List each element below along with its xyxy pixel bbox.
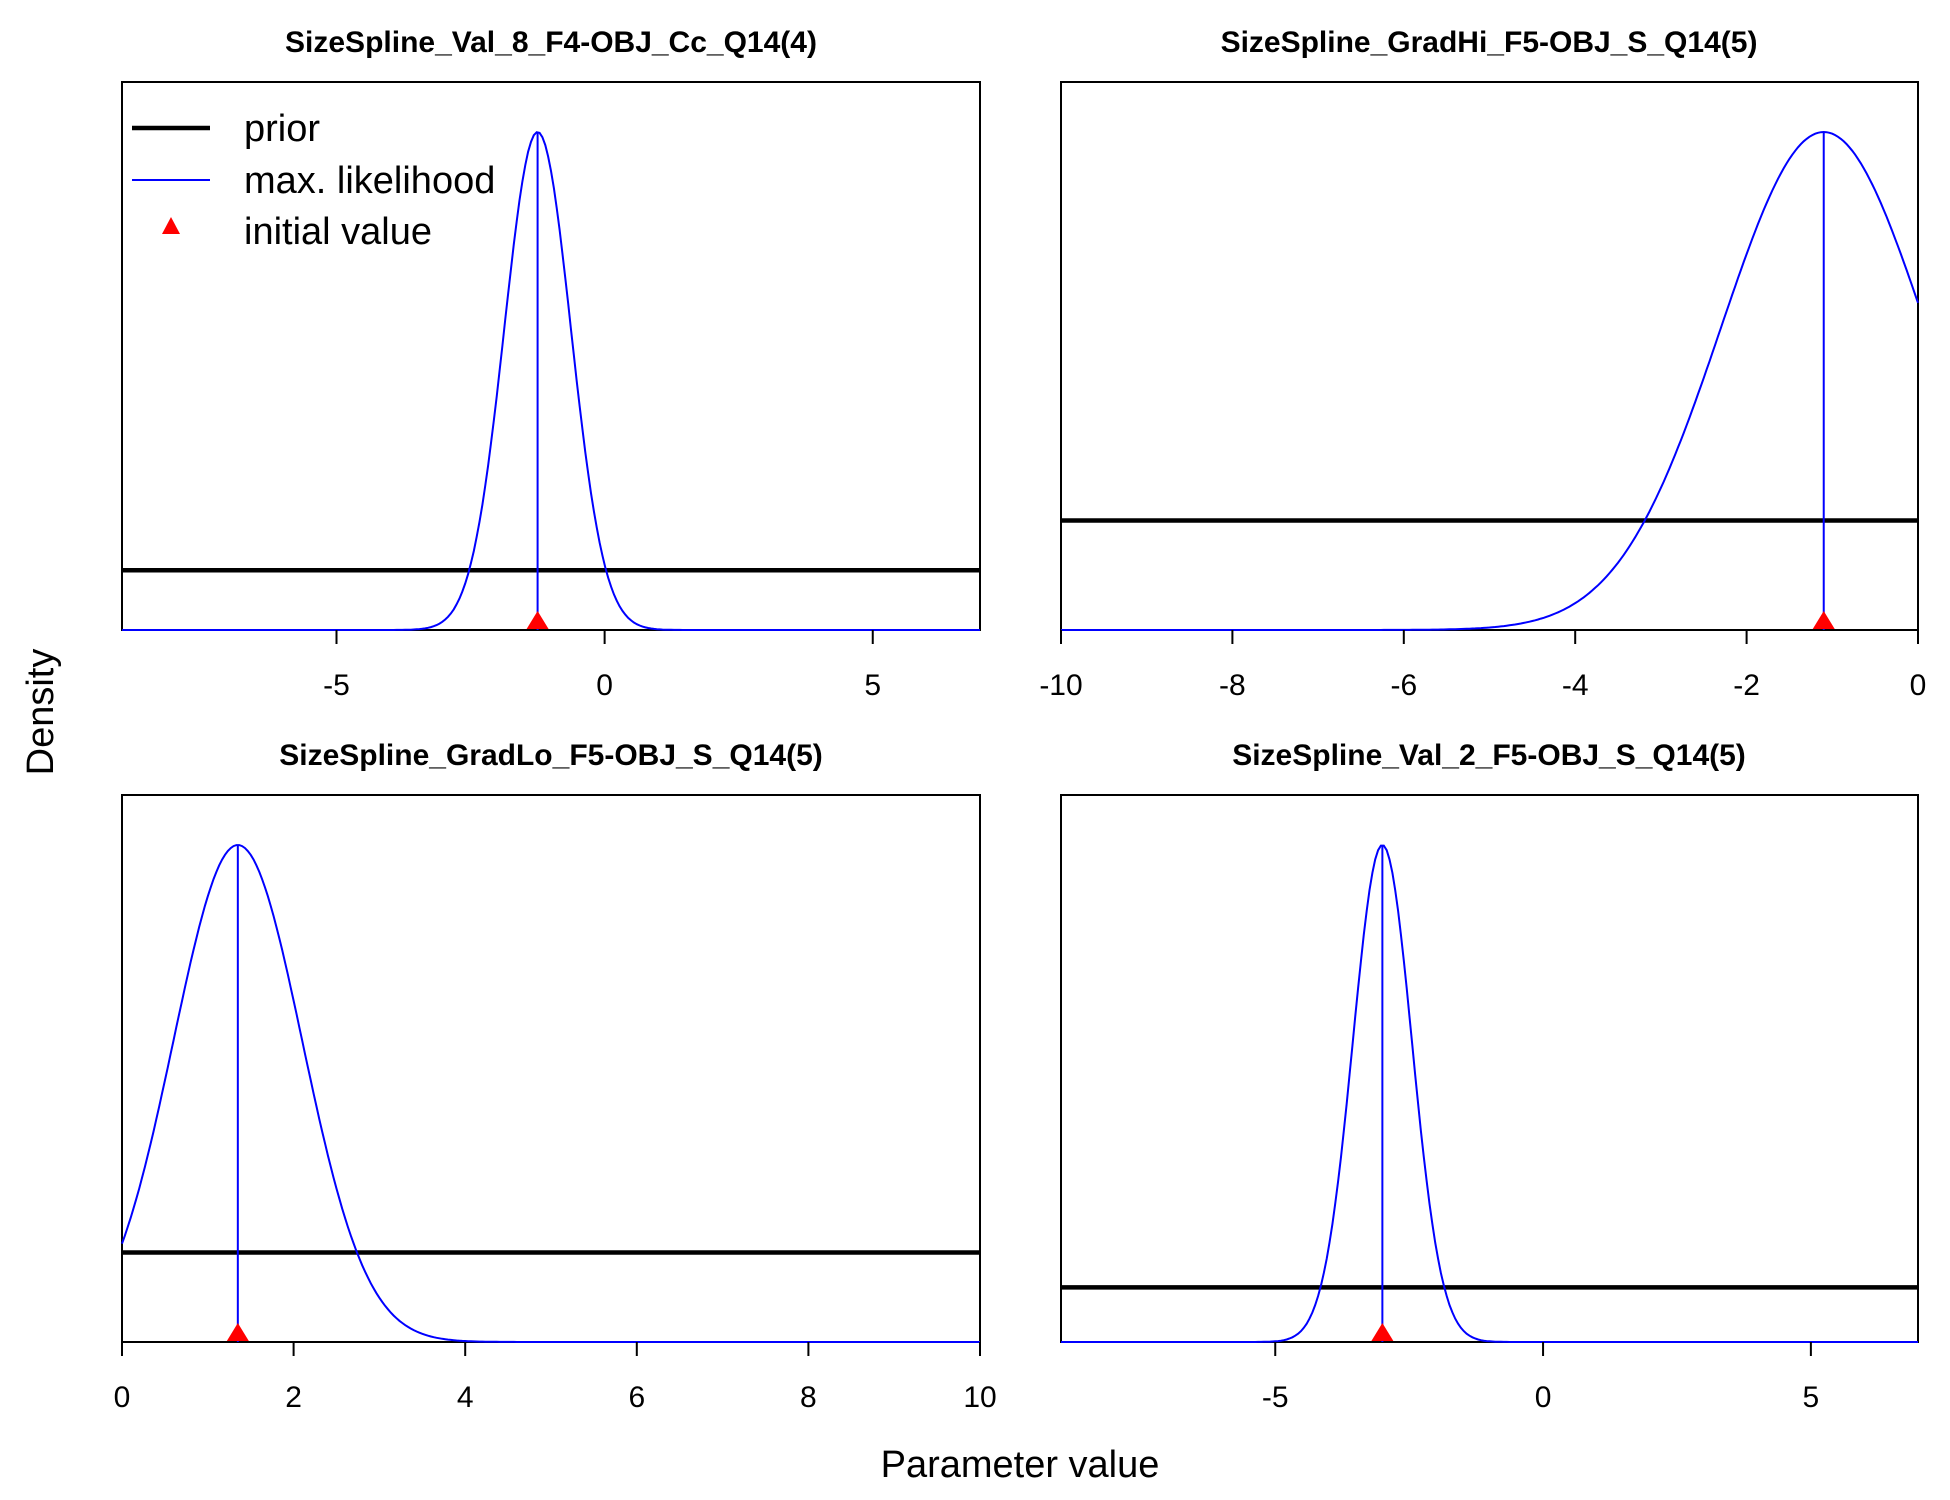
panel-4-tick-label-2: 5 [1803,1381,1820,1414]
panel-4-tick-label-1: 0 [1535,1381,1552,1414]
y-axis-label: Density [20,649,62,776]
panel-3-tick-label-4: 8 [800,1381,817,1414]
panel-3-tick-label-0: 0 [114,1381,131,1414]
panel-4-tick-label-0: -5 [1262,1381,1289,1414]
panel-4: SizeSpline_Val_2_F5-OBJ_S_Q14(5) -5 0 5 [1060,739,1919,1414]
panel-2-tick-label-2: -6 [1390,669,1417,702]
panel-2-title: SizeSpline_GradHi_F5-OBJ_S_Q14(5) [1221,26,1758,59]
panel-3-tick-label-5: 10 [963,1381,996,1414]
legend: prior max. likelihood initial value [132,108,495,253]
panel-1-tick-label-1: 0 [596,669,613,702]
panel-2-likelihood-curve [1061,130,1919,631]
panel-2-tick-label-1: -8 [1219,669,1246,702]
panel-4-plot-area: -5 0 5 [1060,794,1919,1414]
panel-4-title: SizeSpline_Val_2_F5-OBJ_S_Q14(5) [1232,739,1746,772]
panel-1-plot-area: -5 0 5 [121,81,981,702]
panel-4-initial-marker [1371,1323,1394,1341]
panel-3-tick-label-1: 2 [285,1381,302,1414]
panel-3-likelihood-curve [121,844,980,1343]
legend-initial-label: initial value [244,211,432,253]
panel-2-initial-marker [1812,611,1835,629]
panel-4-plot-frame [1060,794,1919,1343]
x-axis-label: Parameter value [881,1444,1160,1486]
panel-2-tick-label-4: -2 [1733,669,1760,702]
panel-2-tick-label-3: -4 [1562,669,1589,702]
panel-3-title: SizeSpline_GradLo_F5-OBJ_S_Q14(5) [279,739,823,772]
legend-prior-label: prior [244,108,320,150]
panel-3-tick-label-3: 6 [628,1381,645,1414]
panel-1-tick-label-0: -5 [323,669,350,702]
panel-3-plot-frame [121,794,981,1343]
legend-likelihood-label: max. likelihood [244,160,495,202]
panel-1-likelihood-curve [122,131,980,631]
panel-1-plot-frame [121,81,981,631]
panel-3-initial-marker [226,1323,249,1341]
legend-initial-marker [162,217,180,234]
panel-1-tick-label-2: 5 [864,669,881,702]
panel-2: SizeSpline_GradHi_F5-OBJ_S_Q14(5) -10 -8-… [1039,26,1926,702]
panel-3: SizeSpline_GradLo_F5-OBJ_S_Q14(5) 0 2 4 6 8 1… [114,739,997,1414]
panel-2-plot-area: -10 -8 -6 -4 -2 0 [1039,81,1927,702]
panel-1-initial-marker [526,611,549,629]
panel-4-likelihood-curve [1061,844,1918,1343]
panel-2-tick-label-0: -10 [1039,669,1082,702]
panel-2-tick-label-5: 0 [1910,669,1927,702]
panel-3-plot-area: 0 2 4 6 8 10 [114,794,997,1414]
panel-1-title: SizeSpline_Val_8_F4-OBJ_Cc_Q14(4) [285,26,817,59]
panel-1: SizeSpline_Val_8_F4-OBJ_Cc_Q14(4) -5 0 5 [121,26,981,702]
panel-2-plot-frame [1060,81,1919,631]
panel-3-tick-label-2: 4 [457,1381,474,1414]
